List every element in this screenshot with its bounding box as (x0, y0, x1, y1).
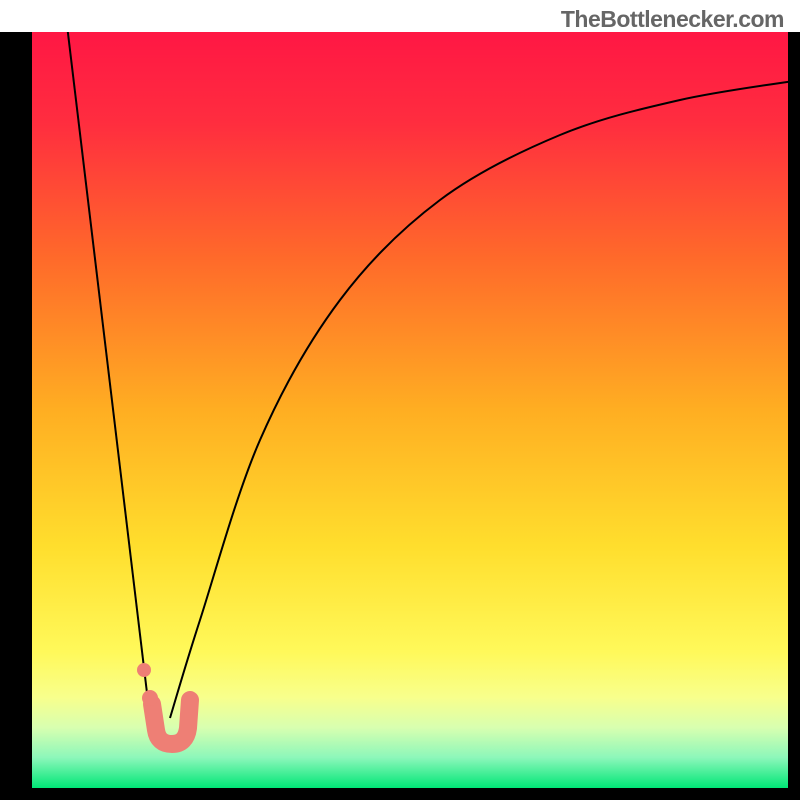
bottleneck-chart (0, 0, 800, 800)
watermark-text: TheBottlenecker.com (561, 6, 784, 33)
marker-dot (142, 690, 158, 706)
marker-dot (137, 663, 151, 677)
